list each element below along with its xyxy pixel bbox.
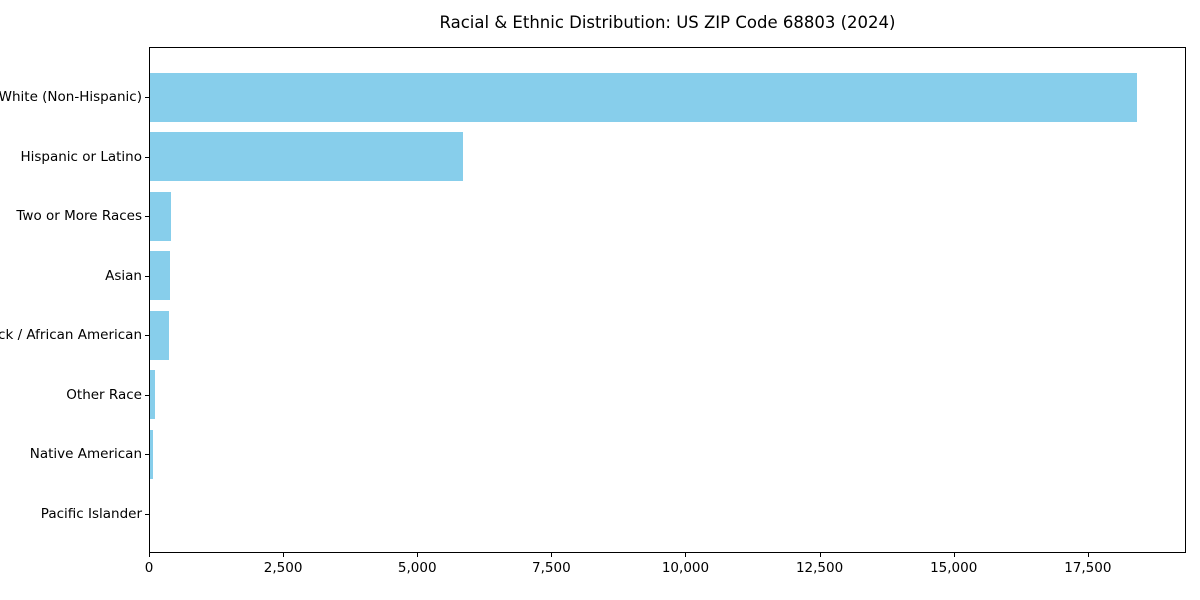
x-tick-label: 10,000 [661,560,710,576]
x-tick-label: 2,500 [263,560,303,576]
y-tick-mark [145,335,149,337]
y-tick-mark [145,394,149,396]
plot-area [149,47,1186,553]
x-tick-mark [819,553,821,557]
bar-white-non-hispanic [150,72,1138,122]
x-tick-label: 12,500 [795,560,844,576]
x-tick-mark [149,553,150,557]
y-tick-mark [145,513,149,515]
y-tick-label: White (Non-Hispanic) [0,89,142,105]
bar-native-american [150,429,153,479]
y-tick-label: Two or More Races [16,208,142,225]
y-tick-mark [145,275,149,277]
bar-asian [150,251,171,301]
y-tick-label: Native American [29,446,142,463]
x-tick-label: 17,500 [1064,560,1112,576]
x-tick-label: 5,000 [397,560,437,576]
x-tick-mark [417,553,419,557]
y-tick-mark [145,156,149,158]
x-tick-label: 15,000 [930,560,978,576]
bar-black-african-american [150,310,169,360]
y-tick-label: Other Race [66,386,142,403]
y-tick-mark [145,97,149,98]
x-tick-mark [1087,553,1089,557]
y-tick-label: Black / African American [0,327,142,344]
y-tick-label: Hispanic or Latino [20,148,142,165]
x-tick-mark [953,553,955,557]
bar-other-race [150,370,155,420]
y-tick-label: Asian [105,267,142,284]
chart-title: Racial & Ethnic Distribution: US ZIP Cod… [439,13,896,32]
x-tick-label: 0 [144,560,154,576]
x-tick-mark [551,553,553,557]
x-tick-mark [685,553,687,557]
y-tick-label: Pacific Islander [40,505,142,522]
bar-hispanic-or-latino [150,132,463,182]
bar-two-or-more-races [150,191,172,241]
y-tick-mark [145,454,149,456]
x-tick-label: 7,500 [532,560,571,576]
y-tick-mark [145,216,149,218]
x-tick-mark [283,553,285,557]
